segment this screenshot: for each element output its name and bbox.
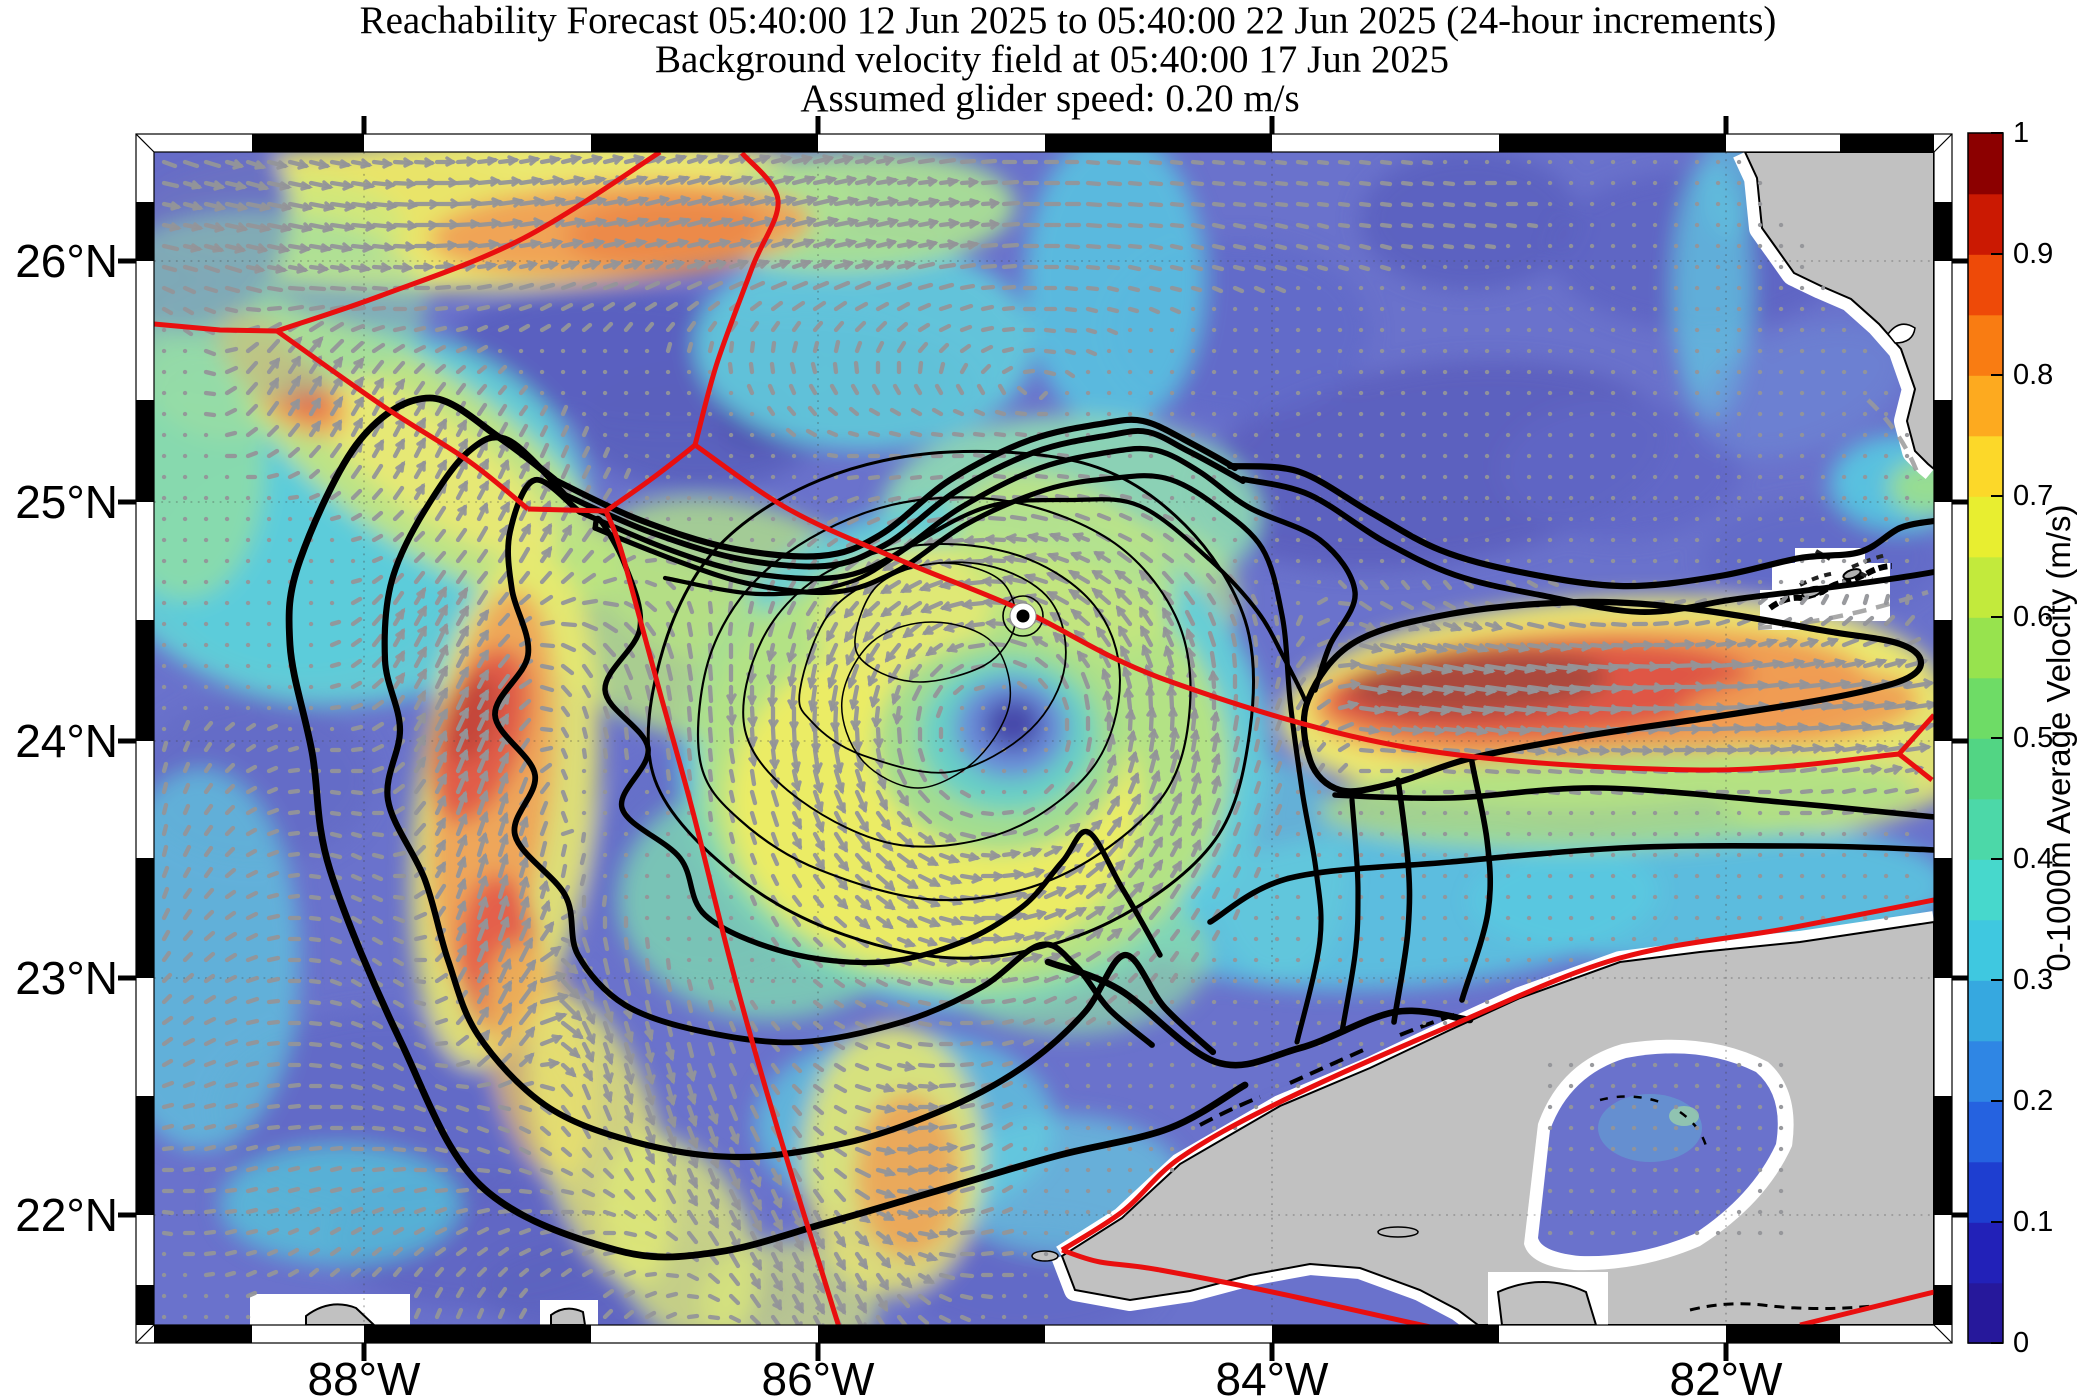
svg-text:Assumed glider speed: 0.20 m/s: Assumed glider speed: 0.20 m/s	[800, 77, 1299, 120]
svg-text:22°N: 22°N	[15, 1189, 118, 1241]
svg-text:26°N: 26°N	[15, 235, 118, 287]
svg-text:25°N: 25°N	[15, 476, 118, 528]
svg-text:23°N: 23°N	[15, 952, 118, 1004]
svg-text:86°W: 86°W	[762, 1353, 876, 1398]
svg-text:0.1: 0.1	[2013, 1206, 2053, 1238]
svg-text:0.8: 0.8	[2013, 359, 2053, 391]
svg-text:0.6: 0.6	[2013, 601, 2053, 633]
svg-text:0-1000m Average Velocity (m/s): 0-1000m Average Velocity (m/s)	[2040, 504, 2077, 971]
svg-text:0: 0	[2013, 1327, 2029, 1359]
svg-text:0.4: 0.4	[2013, 843, 2053, 875]
svg-text:Background velocity field at 0: Background velocity field at 05:40:00 17…	[655, 38, 1449, 81]
svg-text:88°W: 88°W	[308, 1353, 422, 1398]
svg-text:1: 1	[2013, 117, 2029, 149]
svg-text:0.3: 0.3	[2013, 964, 2053, 996]
svg-text:84°W: 84°W	[1216, 1353, 1330, 1398]
svg-text:24°N: 24°N	[15, 715, 118, 767]
svg-text:Reachability Forecast 05:40:00: Reachability Forecast 05:40:00 12 Jun 20…	[360, 0, 1777, 42]
svg-text:0.2: 0.2	[2013, 1085, 2053, 1117]
svg-text:82°W: 82°W	[1670, 1353, 1784, 1398]
svg-text:0.5: 0.5	[2013, 722, 2053, 754]
svg-text:0.7: 0.7	[2013, 480, 2053, 512]
svg-text:0.9: 0.9	[2013, 238, 2053, 270]
